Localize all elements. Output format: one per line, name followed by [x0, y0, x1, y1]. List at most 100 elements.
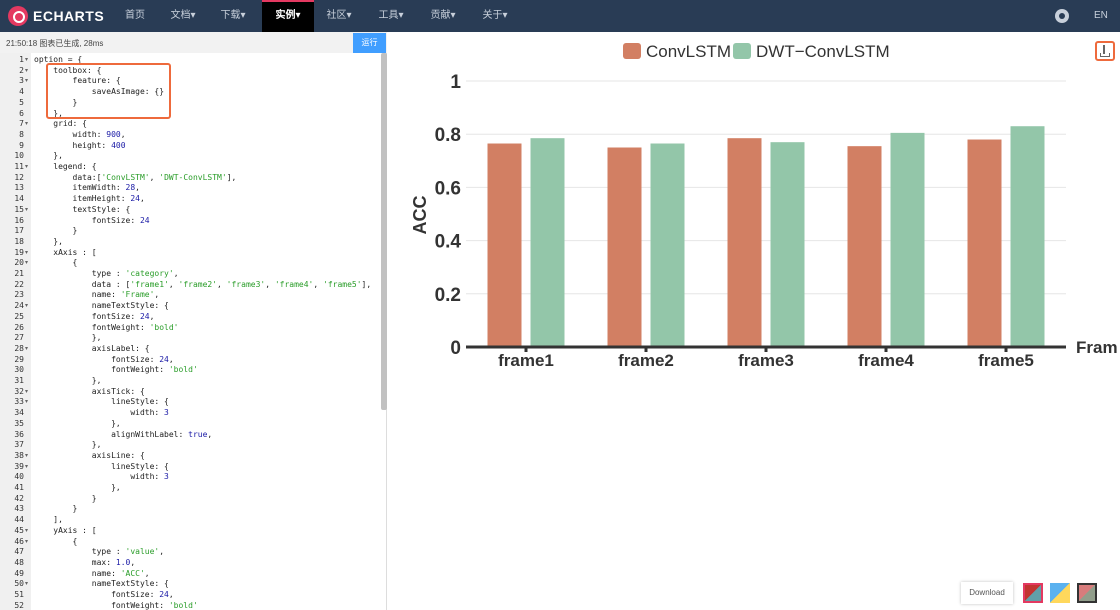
run-button[interactable]: 运行	[353, 33, 386, 53]
bar-dwtconvlstm-frame5	[1010, 126, 1045, 347]
nav-item-examples[interactable]: 实例▾	[262, 0, 314, 32]
code-line: max: 1.0,	[34, 557, 136, 567]
code-line: },	[34, 333, 102, 343]
editor-scrollbar[interactable]	[381, 53, 387, 410]
nav-item-download[interactable]: 下载▾	[220, 10, 246, 21]
line-number: 16	[14, 215, 24, 225]
line-number: 8	[19, 129, 24, 139]
fold-toggle-icon[interactable]: ▾	[25, 388, 29, 395]
code-line: textStyle: {	[34, 204, 131, 214]
x-tick-label: frame3	[738, 351, 794, 370]
line-number: 12	[14, 172, 24, 182]
code-line: fontSize: 24	[34, 215, 150, 225]
line-number: 20	[14, 258, 24, 268]
legend-swatch	[733, 43, 751, 59]
x-tick-label: frame5	[978, 351, 1034, 370]
line-number: 14	[14, 194, 24, 204]
fold-toggle-icon[interactable]: ▾	[25, 206, 29, 213]
code-line: lineStyle: {	[34, 397, 169, 407]
line-number: 39	[14, 461, 24, 471]
download-button[interactable]: Download	[961, 582, 1013, 604]
line-number: 27	[14, 333, 24, 343]
x-tick-label: frame1	[498, 351, 554, 370]
code-line: axisLabel: {	[34, 343, 150, 353]
fold-toggle-icon[interactable]: ▾	[25, 538, 29, 545]
code-line: option = {	[34, 55, 83, 64]
fold-toggle-icon[interactable]: ▾	[25, 345, 29, 352]
fold-toggle-icon[interactable]: ▾	[25, 260, 29, 267]
code-line: ],	[34, 515, 63, 525]
theme-swatch-light[interactable]	[1050, 583, 1070, 603]
code-line: axisLine: {	[34, 450, 145, 460]
y-tick-label: 1	[450, 72, 461, 93]
editor-status-bar: 21:50:18 图表已生成, 28ms 运行	[0, 32, 387, 53]
legend-label: DWT−ConvLSTM	[756, 42, 890, 61]
bar-chart: 0 0.2 0.4 0.6 0.8 1 ACC frame1 frame2 frame3 frame…	[410, 42, 1118, 370]
line-number: 48	[14, 557, 24, 567]
line-number: 40	[14, 472, 24, 482]
fold-toggle-icon[interactable]: ▾	[25, 527, 29, 534]
code-line: }	[34, 226, 78, 236]
nav-item-about[interactable]: 关于▾	[482, 10, 508, 21]
nav-item-tools[interactable]: 工具▾	[378, 10, 404, 21]
line-number: 43	[14, 504, 24, 514]
fold-toggle-icon[interactable]: ▾	[25, 67, 29, 74]
nav-item-docs[interactable]: 文档▾	[170, 10, 196, 21]
line-number: 25	[14, 311, 24, 321]
code-line: }	[34, 504, 78, 514]
echarts-logo[interactable]: ECHARTS	[8, 6, 104, 26]
nav-item-home[interactable]: 首页	[125, 10, 145, 21]
y-tick-label: 0.8	[435, 125, 461, 146]
code-line: feature: {	[34, 76, 121, 86]
fold-toggle-icon[interactable]: ▾	[25, 121, 29, 128]
save-as-image-icon[interactable]	[1095, 41, 1115, 61]
theme-swatch-default[interactable]	[1023, 583, 1043, 603]
x-tick-label: frame2	[618, 351, 674, 370]
code-line: alignWithLabel: true,	[34, 429, 213, 439]
line-number: 22	[14, 279, 24, 289]
line-number: 37	[14, 440, 24, 450]
fold-toggle-icon[interactable]: ▾	[25, 452, 29, 459]
line-number: 23	[14, 290, 24, 300]
fold-toggle-icon[interactable]: ▾	[25, 463, 29, 470]
nav-item-community[interactable]: 社区▾	[326, 10, 352, 21]
code-text-area[interactable]: option = { toolbox: { feature: { saveAsI…	[31, 53, 382, 610]
code-line: height: 400	[34, 140, 126, 150]
fold-toggle-icon[interactable]: ▾	[25, 78, 29, 85]
github-icon[interactable]	[1055, 9, 1069, 23]
code-line: grid: {	[34, 119, 87, 129]
fold-toggle-icon[interactable]: ▾	[25, 249, 29, 256]
code-line: }	[34, 493, 97, 503]
fold-toggle-icon[interactable]: ▾	[25, 164, 29, 170]
code-line: width: 3	[34, 472, 169, 482]
fold-toggle-icon[interactable]: ▾	[25, 57, 29, 63]
language-switch[interactable]: EN	[1094, 10, 1108, 21]
code-line: fontSize: 24,	[34, 311, 155, 321]
fold-toggle-icon[interactable]: ▾	[25, 303, 29, 310]
line-number: 36	[14, 429, 24, 439]
code-line: itemHeight: 24,	[34, 194, 145, 204]
code-line: fontWeight: 'bold'	[34, 600, 198, 610]
fold-toggle-icon[interactable]: ▾	[25, 581, 29, 588]
line-number: 47	[14, 547, 24, 557]
line-number: 32	[14, 386, 24, 396]
nav-item-contribute[interactable]: 贡献▾	[430, 10, 456, 21]
y-axis-title: ACC	[410, 196, 430, 235]
line-number: 35	[14, 418, 24, 428]
code-line: name: 'Frame',	[34, 290, 160, 300]
fold-toggle-icon[interactable]: ▾	[25, 399, 29, 406]
brand-name: ECHARTS	[33, 8, 105, 24]
code-line: type : 'category',	[34, 269, 179, 278]
code-line: itemWidth: 28,	[34, 183, 140, 193]
line-number: 11	[14, 162, 24, 171]
code-line: nameTextStyle: {	[34, 579, 169, 589]
line-number: 34	[14, 408, 24, 418]
line-number: 2	[19, 65, 24, 75]
code-editor-panel: 21:50:18 图表已生成, 28ms 运行 1 ▾ 2 ▾ 3 ▾ 4 5 6 7 ▾ 8 9 10 1…	[0, 32, 387, 610]
line-number: 52	[14, 600, 24, 610]
line-number: 50	[14, 579, 24, 589]
line-number: 28	[14, 343, 24, 353]
theme-swatch-vintage[interactable]	[1077, 583, 1097, 603]
line-number: 31	[14, 376, 24, 385]
code-line: nameTextStyle: {	[34, 301, 169, 311]
